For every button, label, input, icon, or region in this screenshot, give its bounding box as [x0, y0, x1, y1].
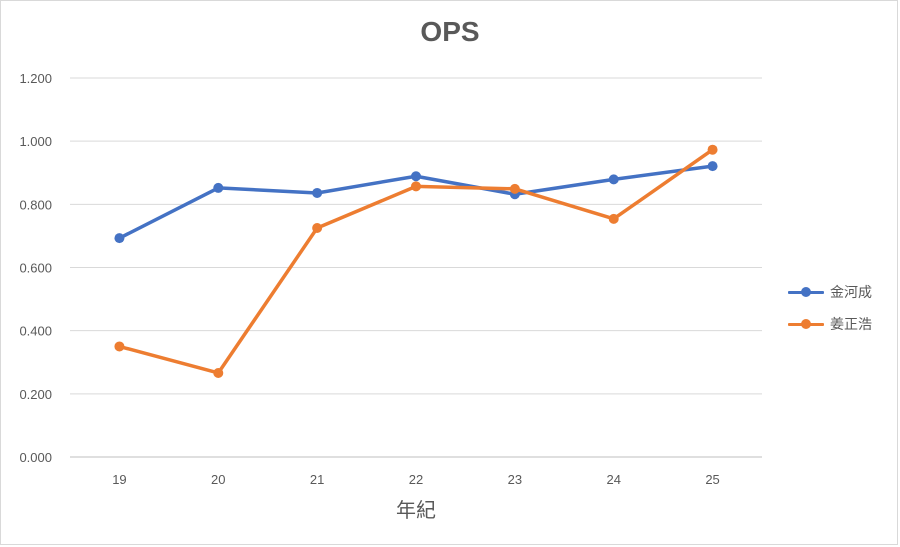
data-point-series-2: [411, 181, 421, 192]
data-point-series-1: [411, 171, 421, 182]
data-point-series-2: [608, 213, 619, 224]
x-tick-label: 22: [409, 472, 423, 487]
legend-item-series-1: 金河成: [788, 276, 872, 308]
data-point-series-2: [707, 144, 718, 155]
legend-label-series-2: 姜正浩: [830, 317, 872, 333]
x-tick-label: 25: [705, 472, 719, 487]
x-tick-label: 24: [606, 472, 620, 487]
y-tick-label: 0.800: [19, 197, 52, 212]
y-tick-label: 0.000: [19, 450, 52, 465]
data-point-series-1: [707, 161, 718, 172]
x-tick-label: 19: [112, 472, 126, 487]
legend-label-series-1: 金河成: [830, 285, 872, 301]
data-point-series-1: [608, 174, 619, 185]
legend: 金河成 姜正浩: [788, 276, 872, 340]
x-tick-label: 20: [211, 472, 225, 487]
data-point-series-2: [213, 367, 224, 378]
legend-swatch-series-2: [788, 318, 824, 330]
data-point-series-2: [509, 183, 520, 194]
data-point-series-1: [213, 182, 224, 193]
data-point-series-2: [312, 223, 323, 234]
y-tick-label: 0.400: [19, 324, 52, 339]
y-tick-label: 1.200: [19, 71, 52, 86]
chart-title: OPS: [420, 16, 480, 47]
x-tick-label: 21: [310, 472, 324, 487]
data-point-series-1: [312, 187, 323, 198]
data-point-series-1: [114, 233, 125, 244]
x-axis-label: 年紀: [396, 498, 436, 522]
data-point-series-2: [114, 341, 125, 352]
x-tick-label: 23: [508, 472, 522, 487]
y-tick-label: 1.000: [19, 134, 52, 149]
legend-swatch-series-1: [788, 286, 824, 298]
y-tick-label: 0.200: [19, 387, 52, 402]
legend-item-series-2: 姜正浩: [788, 308, 872, 340]
y-tick-label: 0.600: [19, 261, 52, 276]
